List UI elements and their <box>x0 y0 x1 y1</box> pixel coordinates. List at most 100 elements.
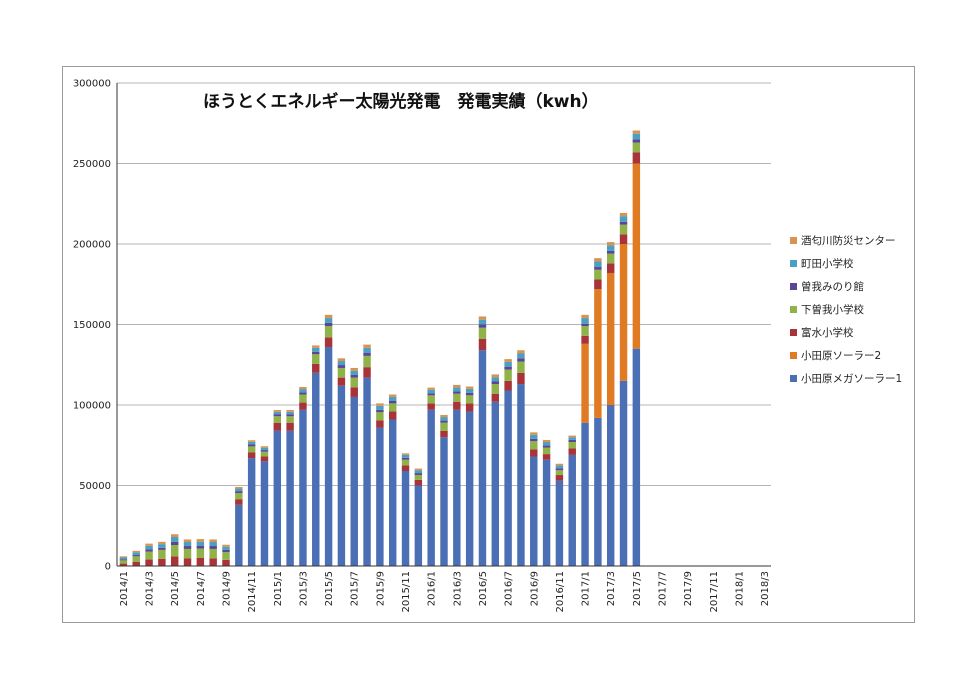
bar-segment <box>542 439 551 443</box>
bar-segment <box>581 314 589 319</box>
bar-segment <box>196 557 205 566</box>
bar-segment <box>260 447 269 451</box>
x-tick-label: 2014/7 <box>196 571 207 606</box>
bar-segment <box>388 419 397 566</box>
x-tick-label: 2017/5 <box>632 571 643 606</box>
bar-segment <box>440 437 448 566</box>
bar-segment <box>260 446 269 448</box>
bar-segment <box>209 539 217 543</box>
bar-segment <box>286 409 294 412</box>
bar-segment <box>324 314 333 319</box>
x-tick-label: 2014/3 <box>145 571 156 606</box>
bar-segment <box>465 388 474 393</box>
legend-label: 小田原ソーラー2 <box>801 350 881 362</box>
bar-segment <box>235 486 243 489</box>
bar-segment <box>530 449 538 457</box>
bar-segment <box>619 216 628 222</box>
x-tick-label: 2018/1 <box>734 571 745 606</box>
bar-segment <box>286 416 294 423</box>
bar-segment <box>170 534 179 538</box>
bar-segment <box>235 491 243 494</box>
bar-segment <box>196 539 205 542</box>
bar-segment <box>235 488 243 492</box>
bar-segment <box>286 430 294 566</box>
bar-segment <box>312 351 320 355</box>
bar-segment <box>363 367 371 378</box>
chart-frame: 0 50000 100000 150000 200000 250000 300000 201… <box>62 66 915 623</box>
bar-segment <box>568 454 576 566</box>
bar-segment <box>517 353 525 359</box>
bar-segment <box>606 253 615 264</box>
bar-segment <box>350 377 358 388</box>
bar-segment <box>247 452 256 459</box>
bar-segment <box>414 470 423 474</box>
bar-segment <box>619 244 628 381</box>
bar-segment <box>504 366 512 370</box>
bar-segment <box>388 400 397 404</box>
bar-segment <box>235 493 243 500</box>
bar-segment <box>376 427 384 566</box>
bar-segment <box>427 403 435 410</box>
bar-segment <box>196 545 205 549</box>
bar-segment <box>619 221 628 225</box>
x-tick-label: 2014/9 <box>222 571 233 606</box>
bar-segment <box>312 372 320 566</box>
bar-segment <box>388 411 397 420</box>
bar-segment <box>453 401 461 410</box>
bar-segment <box>209 548 217 559</box>
bar-segment <box>465 395 474 404</box>
bar-segment <box>324 322 333 327</box>
bar-segment <box>504 359 512 362</box>
bar-segment <box>132 555 140 557</box>
bar-segment <box>337 385 346 566</box>
bar-segment <box>119 563 128 566</box>
bar-segment <box>145 551 153 560</box>
legend-label: 酒匂川防災センター <box>801 234 896 247</box>
bar-segment <box>324 347 333 566</box>
y-tick-label: 250000 <box>73 159 111 170</box>
bar-segment <box>632 142 641 153</box>
bar-segment <box>119 557 128 560</box>
bar-segment <box>606 405 615 566</box>
bar-segment <box>440 420 448 423</box>
bar-segment <box>145 545 153 550</box>
bar-segment <box>158 541 166 545</box>
bar-segment <box>299 386 307 390</box>
bar-segment <box>235 499 243 505</box>
bar-segment <box>619 234 628 244</box>
bar-segment <box>632 139 641 143</box>
bar-segment <box>478 350 487 566</box>
bar-segment <box>619 380 628 566</box>
bar-segment <box>594 279 602 290</box>
bar-segment <box>414 485 423 566</box>
bar-segment <box>632 163 641 349</box>
bar-segment <box>337 367 346 378</box>
x-tick-labels: 2014/1 2014/3 2014/5 2014/7 2014/9 2014/11 201… <box>119 571 771 613</box>
bar-segment <box>376 403 384 406</box>
bar-segment <box>158 544 166 548</box>
bar-segment <box>337 365 346 368</box>
x-tick-label: 2016/5 <box>478 571 489 606</box>
bar-segment <box>209 542 217 547</box>
bar-segment <box>145 543 153 546</box>
bar-segment <box>517 384 525 566</box>
bar-segment <box>517 350 525 354</box>
bar-segment <box>119 559 128 561</box>
bar-segment <box>491 384 500 394</box>
bar-segment <box>299 409 307 566</box>
bar-segment <box>299 392 307 395</box>
legend-swatch <box>790 283 797 290</box>
x-tick-label: 2016/11 <box>555 571 566 613</box>
bar-segment <box>170 545 179 557</box>
bar-segment <box>376 405 384 410</box>
bar-segment <box>222 546 230 550</box>
chart-title: ほうとくエネルギー太陽光発電 発電実績（kwh） <box>203 91 599 112</box>
bar-segment <box>209 558 217 566</box>
x-tick-label: 2014/1 <box>119 571 130 606</box>
bar-segment <box>414 479 423 486</box>
x-tick-label: 2014/11 <box>247 571 258 613</box>
bar-segment <box>568 442 576 449</box>
x-tick-label: 2016/1 <box>427 571 438 606</box>
bar-segment <box>170 537 179 542</box>
